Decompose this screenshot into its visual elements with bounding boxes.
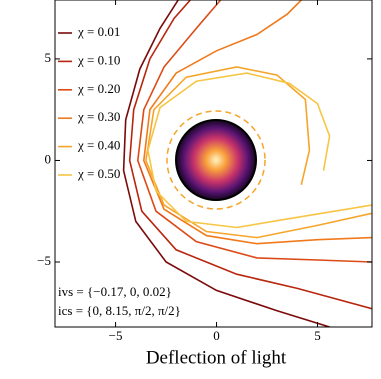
annotation: ics = {0, 8.15, π/2, π/2} — [58, 303, 181, 318]
legend-label: χ = 0.40 — [77, 138, 120, 153]
legend-label: χ = 0.10 — [77, 52, 120, 67]
legend-label: χ = 0.20 — [77, 81, 120, 96]
x-tick-label: 5 — [314, 328, 321, 343]
curves — [122, 0, 372, 327]
curve — [122, 0, 330, 327]
curve — [145, 66, 372, 239]
plot-frame — [54, 0, 373, 328]
y-tick-label: 0 — [45, 151, 52, 166]
curve — [136, 0, 372, 263]
y-tick-label: 5 — [45, 50, 52, 65]
x-axis-label: Deflection of light — [146, 347, 287, 368]
curve — [147, 72, 372, 229]
curve — [128, 0, 372, 310]
x-tick-label: 0 — [213, 328, 220, 343]
annotation: ivs = {−0.17, 0, 0.02} — [58, 284, 172, 299]
legend-label: χ = 0.30 — [77, 109, 120, 124]
curve — [142, 0, 372, 245]
y-tick-label: −5 — [37, 253, 51, 268]
black-hole — [175, 119, 257, 201]
legend-label: χ = 0.01 — [77, 24, 120, 39]
legend-label: χ = 0.50 — [77, 166, 120, 181]
photon-ring — [166, 110, 266, 210]
x-tick-label: −5 — [109, 328, 123, 343]
